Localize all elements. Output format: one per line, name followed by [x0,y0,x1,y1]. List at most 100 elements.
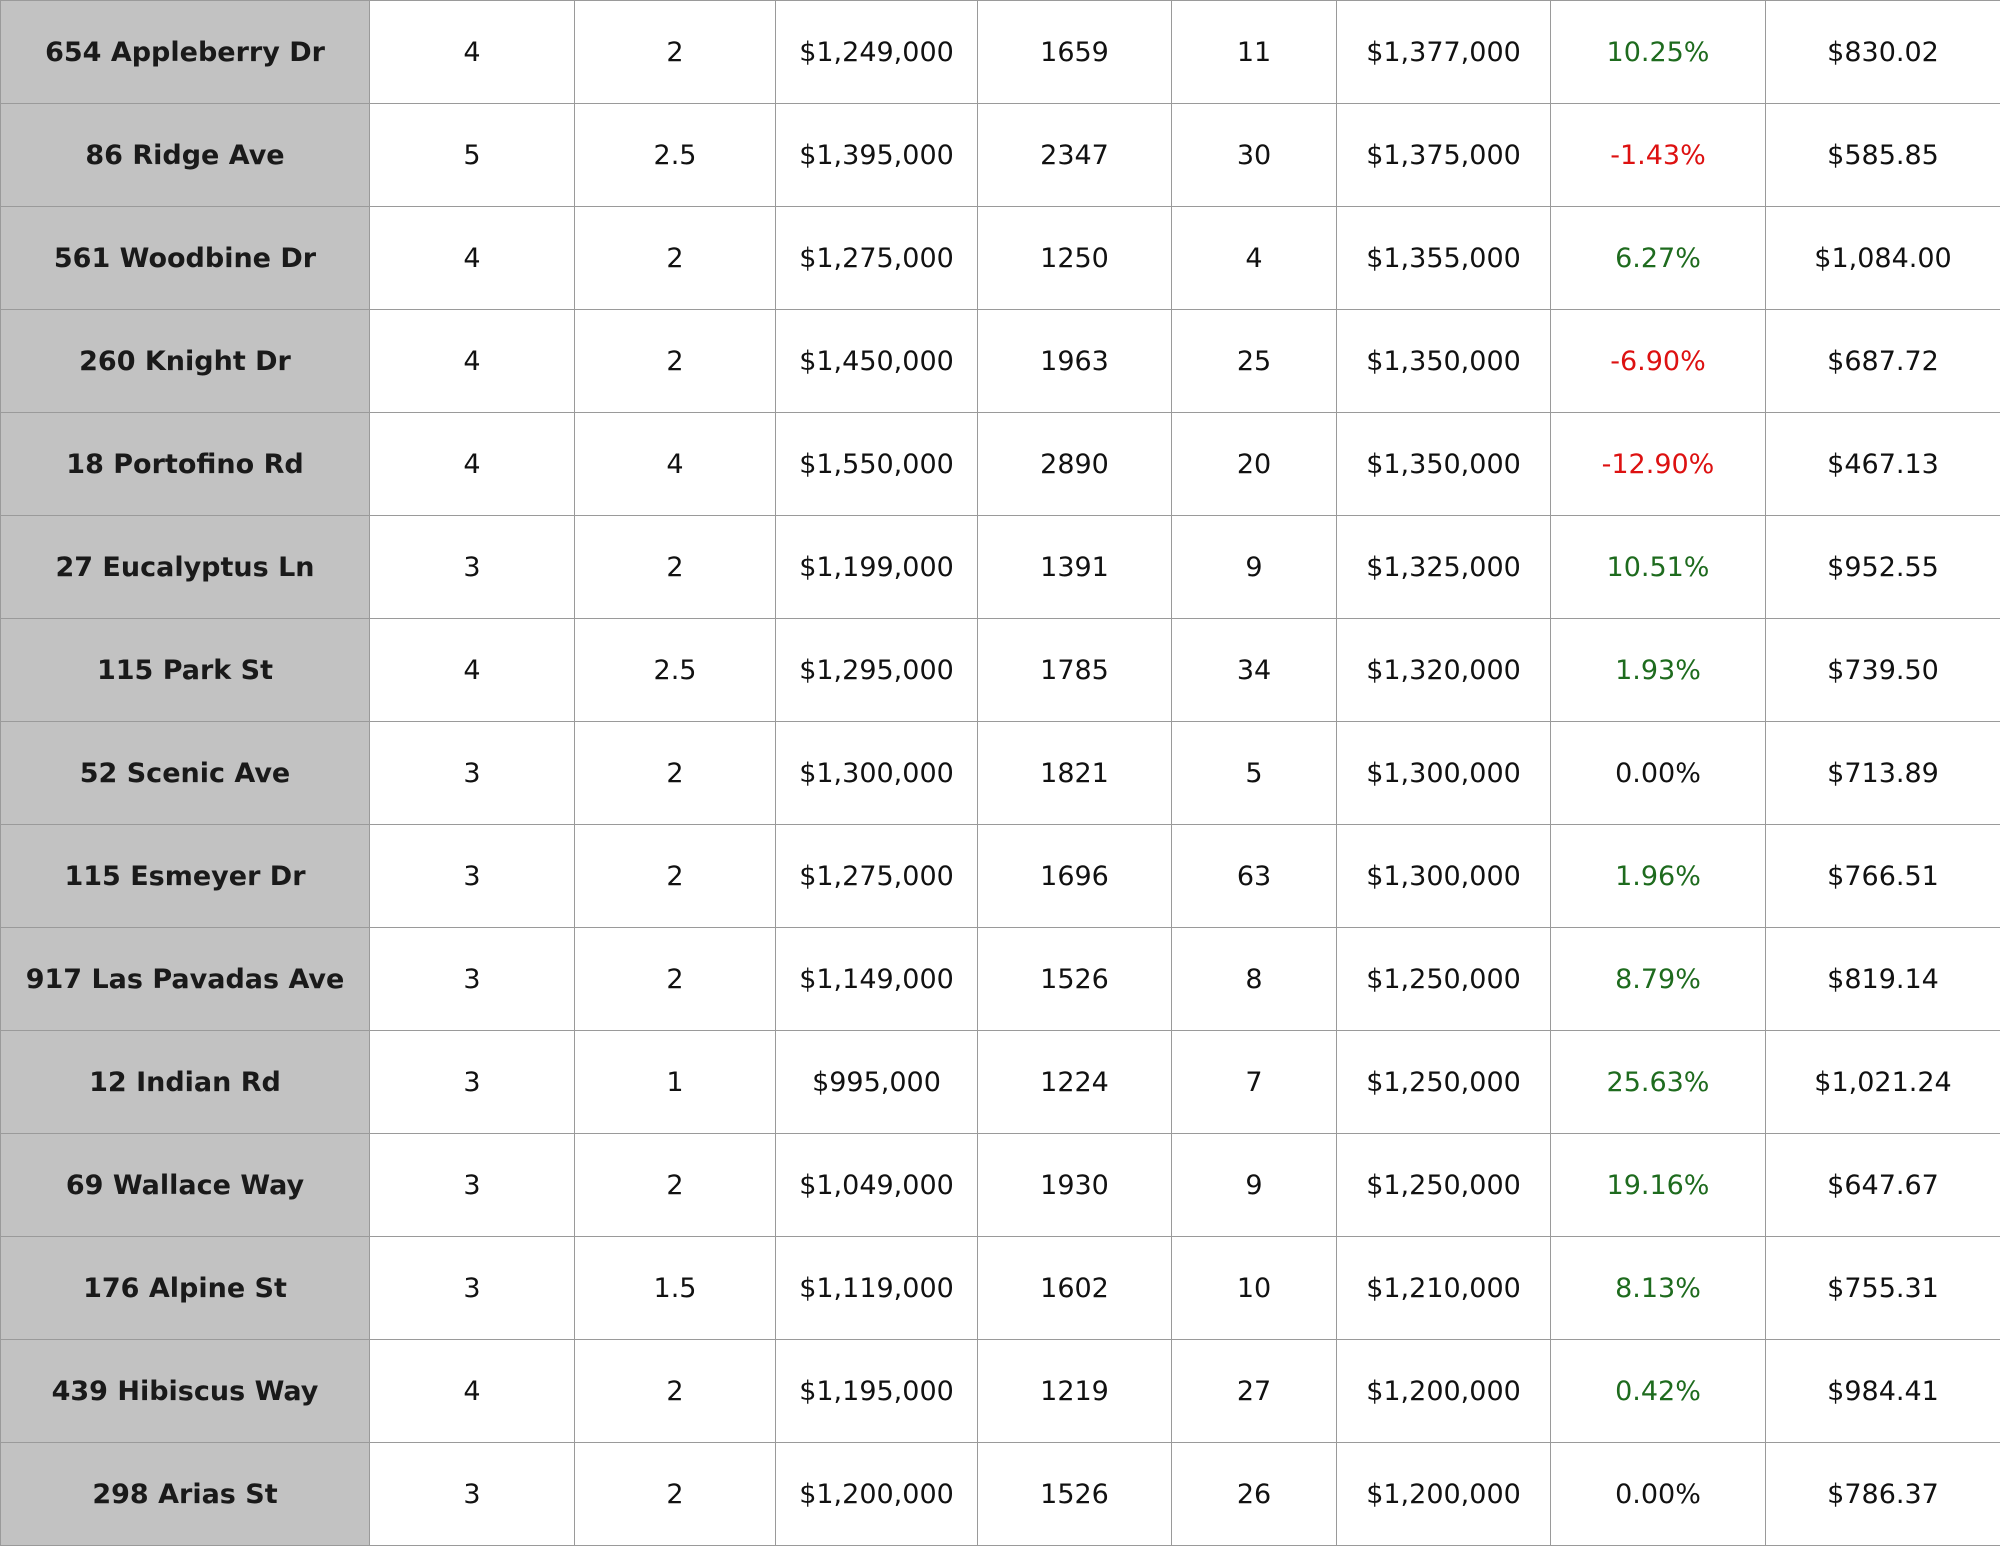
list-price-cell: $995,000 [776,1031,978,1134]
days-on-market-cell: 10 [1172,1237,1337,1340]
beds-cell: 3 [370,516,575,619]
address-cell: 86 Ridge Ave [1,104,370,207]
list-price-cell: $1,149,000 [776,928,978,1031]
sold-price-cell: $1,210,000 [1337,1237,1551,1340]
address-cell: 439 Hibiscus Way [1,1340,370,1443]
address-cell: 115 Park St [1,619,370,722]
beds-cell: 4 [370,207,575,310]
address-cell: 18 Portofino Rd [1,413,370,516]
address-cell: 176 Alpine St [1,1237,370,1340]
days-on-market-cell: 27 [1172,1340,1337,1443]
sold-price-cell: $1,250,000 [1337,1134,1551,1237]
address-cell: 52 Scenic Ave [1,722,370,825]
days-on-market-cell: 5 [1172,722,1337,825]
baths-cell: 2 [575,825,776,928]
baths-cell: 2 [575,928,776,1031]
sqft-cell: 1785 [978,619,1172,722]
address-cell: 298 Arias St [1,1443,370,1546]
sold-price-cell: $1,200,000 [1337,1340,1551,1443]
baths-cell: 2.5 [575,104,776,207]
percent-change-cell: 1.96% [1551,825,1766,928]
beds-cell: 4 [370,1,575,104]
days-on-market-cell: 30 [1172,104,1337,207]
beds-cell: 3 [370,928,575,1031]
beds-cell: 3 [370,825,575,928]
list-price-cell: $1,275,000 [776,825,978,928]
sqft-cell: 1930 [978,1134,1172,1237]
days-on-market-cell: 9 [1172,1134,1337,1237]
days-on-market-cell: 7 [1172,1031,1337,1134]
price-per-sqft-cell: $1,084.00 [1766,207,2000,310]
sqft-cell: 1391 [978,516,1172,619]
beds-cell: 3 [370,1134,575,1237]
list-price-cell: $1,450,000 [776,310,978,413]
sold-price-cell: $1,377,000 [1337,1,1551,104]
price-per-sqft-cell: $819.14 [1766,928,2000,1031]
list-price-cell: $1,550,000 [776,413,978,516]
percent-change-cell: 8.13% [1551,1237,1766,1340]
sqft-cell: 1602 [978,1237,1172,1340]
days-on-market-cell: 26 [1172,1443,1337,1546]
baths-cell: 1.5 [575,1237,776,1340]
baths-cell: 2 [575,722,776,825]
price-per-sqft-cell: $739.50 [1766,619,2000,722]
beds-cell: 4 [370,310,575,413]
sqft-cell: 2347 [978,104,1172,207]
baths-cell: 4 [575,413,776,516]
sold-price-cell: $1,300,000 [1337,722,1551,825]
list-price-cell: $1,199,000 [776,516,978,619]
baths-cell: 2 [575,1,776,104]
sold-price-cell: $1,350,000 [1337,310,1551,413]
sold-price-cell: $1,250,000 [1337,928,1551,1031]
price-per-sqft-cell: $830.02 [1766,1,2000,104]
beds-cell: 3 [370,722,575,825]
beds-cell: 3 [370,1443,575,1546]
percent-change-cell: 0.00% [1551,722,1766,825]
price-per-sqft-cell: $952.55 [1766,516,2000,619]
address-cell: 654 Appleberry Dr [1,1,370,104]
price-per-sqft-cell: $585.85 [1766,104,2000,207]
sold-price-cell: $1,200,000 [1337,1443,1551,1546]
list-price-cell: $1,200,000 [776,1443,978,1546]
sqft-cell: 2890 [978,413,1172,516]
price-per-sqft-cell: $766.51 [1766,825,2000,928]
percent-change-cell: 25.63% [1551,1031,1766,1134]
beds-cell: 5 [370,104,575,207]
days-on-market-cell: 8 [1172,928,1337,1031]
beds-cell: 3 [370,1237,575,1340]
baths-cell: 2 [575,1443,776,1546]
sqft-cell: 1526 [978,928,1172,1031]
sold-price-cell: $1,300,000 [1337,825,1551,928]
beds-cell: 4 [370,413,575,516]
beds-cell: 3 [370,1031,575,1134]
days-on-market-cell: 11 [1172,1,1337,104]
days-on-market-cell: 25 [1172,310,1337,413]
percent-change-cell: 19.16% [1551,1134,1766,1237]
percent-change-cell: 10.51% [1551,516,1766,619]
sqft-cell: 1821 [978,722,1172,825]
address-cell: 115 Esmeyer Dr [1,825,370,928]
address-cell: 12 Indian Rd [1,1031,370,1134]
sqft-cell: 1250 [978,207,1172,310]
sold-price-cell: $1,320,000 [1337,619,1551,722]
price-per-sqft-cell: $786.37 [1766,1443,2000,1546]
price-per-sqft-cell: $1,021.24 [1766,1031,2000,1134]
baths-cell: 2 [575,207,776,310]
sqft-cell: 1696 [978,825,1172,928]
baths-cell: 2 [575,1340,776,1443]
beds-cell: 4 [370,619,575,722]
days-on-market-cell: 9 [1172,516,1337,619]
